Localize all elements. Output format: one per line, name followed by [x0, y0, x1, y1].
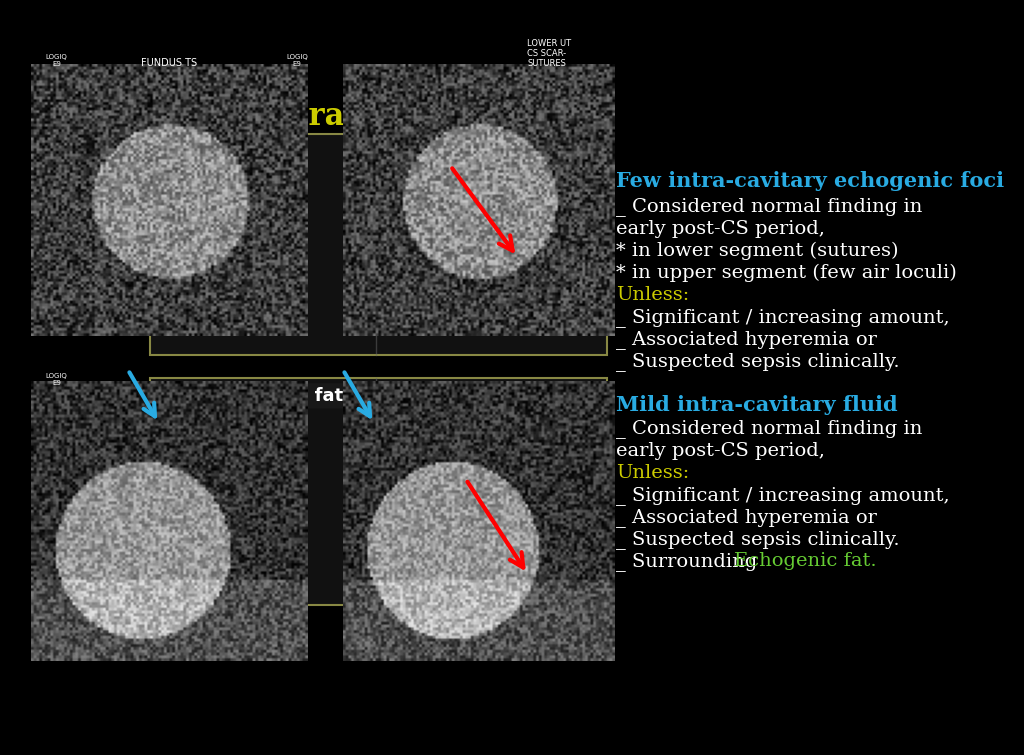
Text: Mild intra-cavitary fluid: Mild intra-cavitary fluid [616, 395, 898, 414]
Text: Few intra-cavitary echogenic foci: Few intra-cavitary echogenic foci [616, 171, 1005, 191]
Text: _ Associated hyperemia or: _ Associated hyperemia or [616, 508, 877, 527]
Text: LOWER UT
CS SCAR-
SUTURES: LOWER UT CS SCAR- SUTURES [527, 39, 571, 69]
FancyBboxPatch shape [151, 134, 606, 355]
Text: _ Considered normal finding in: _ Considered normal finding in [616, 197, 923, 217]
Text: * in lower segment (sutures): * in lower segment (sutures) [616, 242, 899, 260]
Text: * in upper segment (few air loculi): * in upper segment (few air loculi) [616, 264, 956, 282]
Text: LOGIQ
E9: LOGIQ E9 [45, 373, 68, 386]
Text: Echogenic fat: Echogenic fat [206, 387, 343, 405]
Text: LOGIQ
E9: LOGIQ E9 [286, 54, 308, 67]
Text: _ Suspected sepsis clinically.: _ Suspected sepsis clinically. [616, 352, 900, 371]
FancyBboxPatch shape [151, 378, 606, 605]
Text: _ Suspected sepsis clinically.: _ Suspected sepsis clinically. [616, 530, 900, 549]
Text: _ Significant / increasing amount,: _ Significant / increasing amount, [616, 485, 949, 504]
Text: Sonography post CS: Sonography post CS [202, 101, 546, 132]
Text: _ Significant / increasing amount,: _ Significant / increasing amount, [616, 308, 949, 327]
Text: early post-CS period,: early post-CS period, [616, 442, 825, 460]
Text: early post-CS period,: early post-CS period, [616, 220, 825, 238]
Text: LOGIQ
E9: LOGIQ E9 [45, 54, 68, 67]
Text: Unless:: Unless: [616, 286, 689, 304]
Text: Unless:: Unless: [616, 464, 689, 482]
Text: FUNDUS TS: FUNDUS TS [141, 58, 197, 69]
Text: _ Surrounding: _ Surrounding [616, 552, 764, 571]
Text: _ Associated hyperemia or: _ Associated hyperemia or [616, 330, 877, 349]
Text: Echogenic fat.: Echogenic fat. [733, 553, 877, 571]
Text: _ Considered normal finding in: _ Considered normal finding in [616, 420, 923, 439]
